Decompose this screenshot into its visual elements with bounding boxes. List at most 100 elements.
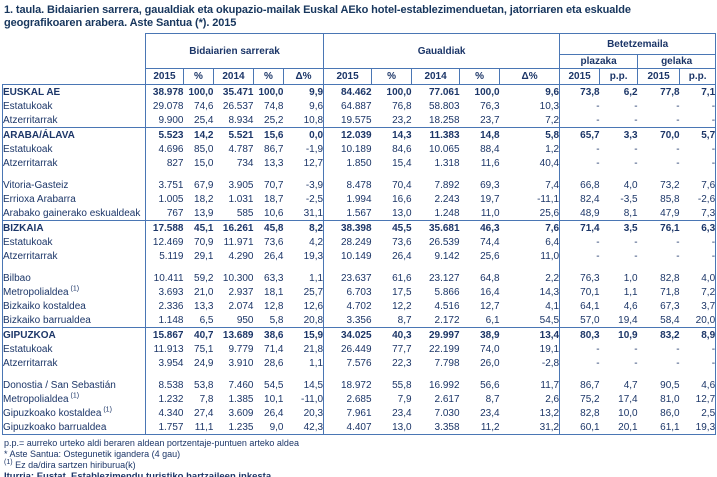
table-cell: 13,4 bbox=[539, 329, 560, 341]
spacer-cell bbox=[284, 370, 324, 378]
table-cell: 12,8 bbox=[264, 300, 284, 312]
table-cell: 74,8 bbox=[264, 100, 284, 112]
table-cell: 2.617 bbox=[434, 393, 460, 405]
table-cell: 73,6 bbox=[264, 236, 284, 248]
table-cell: 10,6 bbox=[253, 206, 284, 221]
table-cell: 8.934 bbox=[213, 113, 254, 128]
table-cell: 6,3 bbox=[679, 220, 717, 235]
table-cell: 12,6 bbox=[303, 300, 324, 312]
table-cell: 4.516 bbox=[434, 300, 460, 312]
table-cell: 3.905 bbox=[228, 179, 254, 191]
table-cell: - bbox=[634, 343, 638, 355]
table-cell: 9.779 bbox=[228, 343, 254, 355]
spacer-cell bbox=[2, 263, 146, 271]
table-cell: 17.588 bbox=[152, 222, 184, 234]
table-cell: 1,1 bbox=[309, 357, 324, 369]
table-cell: - bbox=[679, 156, 717, 170]
spacer-cell bbox=[372, 263, 412, 271]
table-cell: - bbox=[634, 100, 638, 112]
table-cell: 7,8 bbox=[199, 393, 214, 405]
table-cell: 4.787 bbox=[228, 143, 254, 155]
table-cell: 21,0 bbox=[194, 286, 214, 298]
spacer-cell bbox=[412, 263, 460, 271]
table-cell: 23.637 bbox=[323, 271, 372, 285]
table-cell: 11,1 bbox=[183, 420, 214, 435]
table-cell: 1.235 bbox=[213, 420, 254, 435]
spacer-cell bbox=[500, 170, 560, 178]
footnote-marker: (1) bbox=[68, 392, 80, 400]
table-cell: 11,0 bbox=[540, 250, 560, 262]
table-cell: 8.538 bbox=[158, 379, 184, 391]
table-cell: 2.685 bbox=[323, 392, 372, 406]
table-cell: 65,7 bbox=[559, 127, 600, 142]
table-cell: 84.462 bbox=[323, 84, 372, 99]
table-cell: 7,6 bbox=[545, 222, 560, 234]
table-cell: 16,4 bbox=[480, 286, 500, 298]
table-cell: 7,6 bbox=[679, 178, 717, 192]
table-cell: 19.575 bbox=[323, 113, 372, 128]
column-header: 2014 bbox=[411, 68, 461, 85]
column-header: 2014 bbox=[213, 68, 254, 85]
table-cell: 54,5 bbox=[499, 313, 560, 328]
table-cell: 1.318 bbox=[434, 157, 460, 169]
table-cell: 5,8 bbox=[253, 313, 284, 328]
table-cell: - bbox=[676, 357, 680, 369]
table-cell: 58,4 bbox=[637, 313, 680, 328]
table-cell: 23,4 bbox=[392, 407, 412, 419]
table-cell: 38,9 bbox=[480, 329, 500, 341]
table-cell: 6,1 bbox=[459, 313, 500, 328]
table-cell: 15.867 bbox=[152, 329, 184, 341]
spacer-row bbox=[2, 370, 717, 378]
table-cell: 9,0 bbox=[253, 420, 284, 435]
table-cell: 4.696 bbox=[158, 143, 184, 155]
table-cell: 7.892 bbox=[434, 179, 460, 191]
table-cell: 100,0 bbox=[258, 86, 284, 98]
table-cell: 100,0 bbox=[386, 86, 412, 98]
spacer-row bbox=[2, 263, 717, 271]
table-cell: 16,6 bbox=[392, 193, 412, 205]
table-cell: -3,5 bbox=[620, 193, 638, 205]
table-cell: 1.850 bbox=[323, 156, 372, 170]
table-cell: 38.398 bbox=[323, 220, 372, 235]
table-cell: 82,8 bbox=[559, 406, 600, 420]
table-cell: 7.961 bbox=[323, 406, 372, 420]
table-cell: 1.385 bbox=[228, 393, 254, 405]
table-cell: 2.074 bbox=[228, 300, 254, 312]
table-row: Metropolialdea (1) 1.232 7,8 1.385 10,1 -11,0… bbox=[2, 392, 717, 406]
table-cell: 3.954 bbox=[158, 357, 184, 369]
spacer-cell bbox=[146, 170, 184, 178]
table-cell: -11,0 bbox=[301, 393, 324, 405]
row-label: Metropolialdea (1) bbox=[2, 392, 146, 406]
column-header: Δ% bbox=[499, 68, 561, 85]
table-cell: 60,1 bbox=[559, 420, 600, 435]
table-cell: 26,4 bbox=[264, 250, 284, 262]
table-cell: 1.031 bbox=[228, 193, 254, 205]
table-cell: 8.478 bbox=[323, 178, 372, 192]
table-cell: 0,0 bbox=[309, 129, 324, 141]
table-cell: 40,7 bbox=[194, 329, 214, 341]
table-cell: 1.757 bbox=[145, 420, 184, 435]
spacer-cell bbox=[500, 370, 560, 378]
table-cell: 3.751 bbox=[158, 179, 184, 191]
spacer-cell bbox=[323, 170, 372, 178]
table-cell: 767 bbox=[145, 206, 184, 221]
table-cell: 7,1 bbox=[679, 84, 717, 99]
spacer-cell bbox=[284, 170, 324, 178]
table-cell: 23.127 bbox=[428, 272, 460, 284]
table-cell: 4.702 bbox=[323, 299, 372, 313]
table-cell: 1.232 bbox=[158, 393, 184, 405]
table-row: EUSKAL AE 38.978 100,0 35.471 100,0 9,9 84.462… bbox=[2, 84, 717, 99]
table-cell: - bbox=[679, 99, 717, 113]
table-cell: 31,2 bbox=[499, 420, 560, 435]
table-cell: - bbox=[599, 113, 638, 128]
spacer-cell bbox=[638, 263, 680, 271]
column-header: 2015 bbox=[637, 68, 681, 85]
table-cell: 26.449 bbox=[323, 342, 372, 356]
spacer-cell bbox=[146, 263, 184, 271]
table-cell: 26,4 bbox=[264, 407, 284, 419]
table-cell: - bbox=[559, 356, 600, 370]
row-label: Metropolialdea (1) bbox=[2, 285, 146, 299]
table-cell: 25,7 bbox=[303, 286, 324, 298]
spacer-cell bbox=[184, 263, 214, 271]
table-row: Metropolialdea (1) 3.693 21,0 2.937 18,1 25,7… bbox=[2, 285, 717, 299]
